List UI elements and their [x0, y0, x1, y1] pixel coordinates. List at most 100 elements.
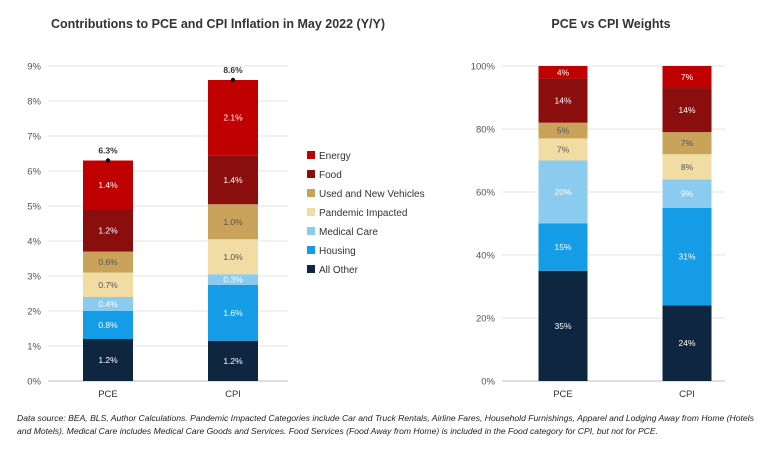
bar-segment-energy	[208, 80, 258, 156]
bar-segment-housing	[662, 207, 712, 306]
data-label-housing: 1.6%	[223, 308, 243, 318]
bar-segment-medical-care	[83, 297, 133, 311]
data-label-pandemic-impacted: 7%	[557, 144, 570, 154]
x-category-label: CPI	[679, 389, 695, 400]
bar-segment-housing	[538, 223, 588, 271]
bar-segment-food	[538, 78, 588, 123]
bar-segment-pandemic-impacted	[208, 239, 258, 275]
data-label-energy: 4%	[557, 67, 570, 77]
bar-segment-housing	[208, 284, 258, 341]
y-tick-label: 80%	[476, 125, 496, 136]
data-label-all-other: 35%	[554, 321, 571, 331]
y-tick-label: 100%	[471, 62, 496, 73]
data-label-medical-care: 20%	[554, 187, 571, 197]
bar-segment-pandemic-impacted	[83, 272, 133, 297]
legend-label-pandemic-impacted: Pandemic Impacted	[319, 208, 407, 219]
bar-segment-pandemic-impacted	[662, 154, 712, 180]
data-label-food: 14%	[678, 105, 695, 115]
y-tick-label: 5%	[27, 202, 41, 213]
data-label-housing: 15%	[554, 242, 571, 252]
y-tick-label: 0%	[481, 377, 495, 388]
weights-chart-title: PCE vs CPI Weights	[551, 17, 670, 31]
legend-label-medical-care: Medical Care	[319, 227, 378, 238]
data-label-housing: 31%	[678, 252, 695, 262]
bar-segment-medical-care	[538, 160, 588, 224]
legend-swatch-energy	[307, 151, 315, 159]
legend-label-housing: Housing	[319, 246, 356, 257]
data-label-all-other: 24%	[678, 338, 695, 348]
legend-label-energy: Energy	[319, 151, 351, 162]
data-label-food: 1.4%	[223, 175, 243, 185]
bar-segment-all-other	[662, 305, 712, 381]
data-label-pandemic-impacted: 8%	[681, 162, 694, 172]
data-label-used-and-new-vehicles: 5%	[557, 126, 570, 136]
y-tick-label: 3%	[27, 272, 41, 283]
bar-segment-food	[83, 209, 133, 252]
y-tick-label: 4%	[27, 237, 41, 248]
bar-segment-food	[208, 155, 258, 205]
data-label-all-other: 1.2%	[223, 356, 243, 366]
x-category-label: CPI	[225, 389, 241, 400]
bar-segment-all-other	[538, 270, 588, 381]
data-source-footnote: Data source: BEA, BLS, Author Calculatio…	[17, 413, 754, 436]
bar-segment-medical-care	[662, 179, 712, 208]
bar-segment-medical-care	[208, 274, 258, 285]
bar-segment-used-and-new-vehicles	[83, 251, 133, 273]
y-tick-label: 1%	[27, 342, 41, 353]
legend: Energy Food Used and New Vehicles Pandemic …	[307, 151, 425, 276]
data-label-energy: 7%	[681, 72, 694, 82]
bar-segment-used-and-new-vehicles	[208, 204, 258, 240]
total-label: 6.3%	[98, 146, 118, 156]
contributions-bars: 1.2% 0.8% 0.4% 0.7% 0.6% 1.2% 1.4% 6.3% PCE 1.2% 1…	[83, 65, 258, 400]
y-tick-label: 60%	[476, 188, 496, 199]
legend-label-food: Food	[319, 170, 342, 181]
legend-label-all-other: All Other	[319, 265, 359, 276]
bar-segment-all-other	[208, 340, 258, 381]
y-tick-label: 2%	[27, 307, 41, 318]
y-tick-label: 0%	[27, 377, 41, 388]
data-label-food: 1.2%	[98, 226, 118, 236]
contributions-chart-title: Contributions to PCE and CPI Inflation i…	[51, 17, 385, 31]
data-label-energy: 1.4%	[98, 180, 118, 190]
data-label-pandemic-impacted: 1.0%	[223, 252, 243, 262]
data-label-medical-care: 0.3%	[223, 275, 243, 285]
x-category-label: PCE	[98, 389, 118, 400]
legend-swatch-pandemic-impacted	[307, 208, 315, 216]
y-tick-label: 8%	[27, 97, 41, 108]
bar-segment-all-other	[83, 339, 133, 381]
data-label-used-and-new-vehicles: 1.0%	[223, 217, 243, 227]
bar-segment-energy	[662, 66, 712, 89]
contributions-chart: Contributions to PCE and CPI Inflation i…	[27, 17, 424, 400]
data-label-housing: 0.8%	[98, 320, 118, 330]
bar-segment-used-and-new-vehicles	[662, 132, 712, 155]
data-label-medical-care: 9%	[681, 189, 694, 199]
x-category-label: PCE	[553, 389, 573, 400]
bar-segment-energy	[83, 160, 133, 210]
y-tick-label: 40%	[476, 251, 496, 262]
legend-swatch-food	[307, 170, 315, 178]
bar-segment-energy	[538, 66, 588, 79]
legend-swatch-housing	[307, 246, 315, 254]
data-label-all-other: 1.2%	[98, 355, 118, 365]
total-label: 8.6%	[223, 65, 243, 75]
weights-chart: PCE vs CPI Weights 0% 20% 40% 60% 80% 100% 35…	[471, 17, 725, 400]
weights-bars: 35% 15% 20% 7% 5% 14% 4% PCE 24% 31% 9% 8% 7% 14% 7% CP…	[538, 66, 712, 400]
bar-segment-food	[662, 88, 712, 133]
y-tick-label: 6%	[27, 167, 41, 178]
bar-segment-housing	[83, 311, 133, 339]
total-marker	[105, 158, 111, 163]
legend-swatch-medical-care	[307, 227, 315, 235]
data-label-medical-care: 0.4%	[98, 299, 118, 309]
data-label-used-and-new-vehicles: 7%	[681, 138, 694, 148]
data-label-used-and-new-vehicles: 0.6%	[98, 257, 118, 267]
total-marker	[230, 77, 236, 83]
data-label-energy: 2.1%	[223, 113, 243, 123]
y-tick-label: 20%	[476, 314, 496, 325]
bar-segment-used-and-new-vehicles	[538, 122, 588, 139]
data-label-pandemic-impacted: 0.7%	[98, 280, 118, 290]
data-label-food: 14%	[554, 96, 571, 106]
legend-swatch-used-and-new-vehicles	[307, 189, 315, 197]
y-tick-label: 7%	[27, 132, 41, 143]
legend-swatch-all-other	[307, 265, 315, 273]
